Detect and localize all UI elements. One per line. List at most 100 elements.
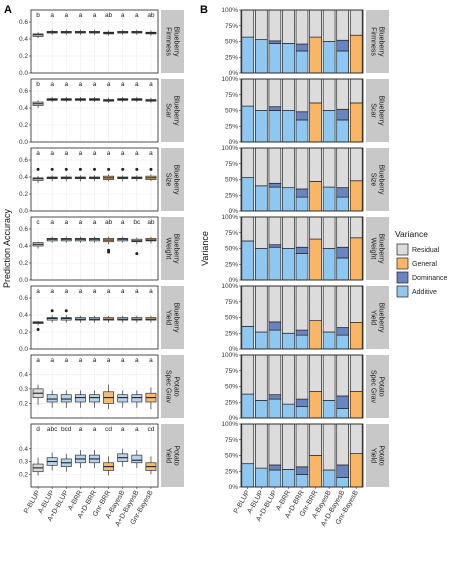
- bar-segment-residual: [336, 78, 349, 110]
- box-p-blup: [32, 457, 44, 476]
- box-gnr-brr: [103, 384, 115, 410]
- bar-segment-dominance: [268, 244, 282, 248]
- bar-segment-residual: [295, 423, 309, 468]
- facet-strip: [161, 148, 184, 211]
- bar-a-brr: [282, 216, 295, 281]
- bar-segment-additive: [282, 248, 295, 281]
- facet-a-blueberry-size: 0.0 0.2 0.4 0.6 a a a a a a a a a BlueberrySize: [19, 147, 184, 215]
- bar-segment-residual: [268, 423, 282, 466]
- box-a-brr: [74, 315, 86, 323]
- bar-segment-dominance: [295, 398, 309, 408]
- bar-segment-residual: [255, 216, 268, 249]
- significance-letter: a: [93, 81, 97, 88]
- box-a-d-blup: [60, 29, 72, 35]
- box-a-blup: [46, 96, 58, 103]
- bar-segment-residual: [322, 423, 336, 471]
- significance-letter: a: [64, 12, 68, 19]
- bar-segment-additive: [282, 403, 295, 419]
- facet-label-line: Potato: [173, 376, 180, 396]
- bar-segment-residual: [295, 354, 309, 400]
- outlier-point: [107, 167, 111, 171]
- facet-b-blueberry-size: 0% 25% 50% 75% 100% BlueberrySize: [221, 145, 389, 215]
- significance-letter: a: [79, 12, 83, 19]
- significance-letter: a: [79, 219, 83, 226]
- significance-letter: a: [93, 426, 97, 433]
- significance-letter: bcd: [61, 426, 72, 433]
- y-tick-label: 0.3: [19, 459, 28, 466]
- y-tick-label: 0.4: [19, 446, 28, 453]
- bar-segment-additive: [336, 196, 349, 212]
- box-a-blup: [46, 167, 58, 182]
- outlier-point: [107, 250, 111, 254]
- significance-letter: ab: [147, 12, 155, 19]
- box-p-blup: [32, 100, 44, 108]
- y-tick-label: 0.6: [19, 88, 28, 95]
- facet-label-line: Blueberry: [173, 303, 180, 333]
- outlier-point: [36, 167, 40, 171]
- bar-p-blup: [241, 216, 255, 281]
- bar-segment-residual: [255, 147, 268, 187]
- bar-segment-dominance: [268, 40, 282, 44]
- y-tick-label: 0%: [229, 139, 239, 146]
- y-tick-label: 0.2: [19, 471, 28, 478]
- significance-letter: a: [121, 288, 125, 295]
- y-tick-label: 75%: [225, 368, 238, 375]
- bar-segment-residual: [268, 9, 282, 42]
- outlier-point: [121, 167, 125, 171]
- outlier-point: [93, 167, 96, 171]
- bar-a-blup: [255, 78, 268, 143]
- box-a-d-blup: [60, 236, 72, 243]
- significance-letter: a: [149, 357, 153, 364]
- facet-border: [240, 216, 364, 281]
- bar-segment-residual: [241, 147, 255, 178]
- y-tick-label: 25%: [225, 192, 238, 199]
- y-tick-label: 0.4: [19, 36, 28, 43]
- bar-a-d-blup: [268, 285, 282, 350]
- bar-segment-additive: [295, 253, 309, 281]
- bar-segment-residual: [309, 423, 322, 456]
- bar-segment-additive: [241, 36, 255, 74]
- bar-segment-residual: [349, 285, 363, 323]
- y-tick-label: 0%: [229, 484, 239, 491]
- significance-letter: a: [50, 150, 54, 157]
- facet-border: [30, 78, 159, 143]
- significance-letter: a: [107, 81, 111, 88]
- box-a-blup: [46, 236, 58, 243]
- facet-border: [30, 147, 159, 212]
- bar-segment-residual: [241, 354, 255, 395]
- bar-segment-general: [309, 391, 322, 419]
- bar-a-d-bayesb: [336, 78, 349, 143]
- box-gnr-bayesb: [145, 387, 157, 410]
- bar-segment-residual: [309, 216, 322, 240]
- bar-segment-residual: [282, 354, 295, 405]
- panel-a-boxplots: 0.00.20.40.6b a a a a ab a a abBlueberryFirmness…: [2, 9, 184, 528]
- box-p-blup: [32, 167, 44, 183]
- y-tick-label: 100%: [221, 421, 238, 428]
- bar-a-bayesb: [322, 147, 336, 212]
- significance-letter: a: [50, 81, 54, 88]
- facet-strip: [161, 424, 184, 487]
- y-tick-label: 0.4: [19, 105, 28, 112]
- y-tick-label: 75%: [225, 161, 238, 168]
- y-tick-label: 0.0: [19, 208, 28, 215]
- legend-title: Variance: [395, 229, 428, 239]
- facet-strip: [366, 355, 389, 418]
- outlier-point: [36, 327, 40, 331]
- y-tick-label: 0%: [229, 70, 239, 77]
- bar-a-brr: [282, 354, 295, 419]
- significance-letter: ab: [105, 12, 113, 19]
- facet-strip: [366, 286, 389, 349]
- bar-gnr-bayesb: [349, 147, 363, 212]
- bar-segment-residual: [241, 423, 255, 465]
- bar-gnr-bayesb: [349, 423, 363, 488]
- bar-gnr-brr: [309, 78, 322, 143]
- bar-gnr-brr: [309, 423, 322, 488]
- facet-label: BlueberryYield: [165, 303, 180, 333]
- box-a-d-bayesb: [131, 96, 143, 103]
- bar-segment-dominance: [268, 106, 282, 111]
- bar-segment-additive: [336, 257, 349, 281]
- facet-label-line: Yield: [370, 448, 377, 463]
- bar-segment-residual: [282, 285, 295, 334]
- legend-swatch-residual: [396, 243, 409, 256]
- bar-segment-additive: [268, 43, 282, 74]
